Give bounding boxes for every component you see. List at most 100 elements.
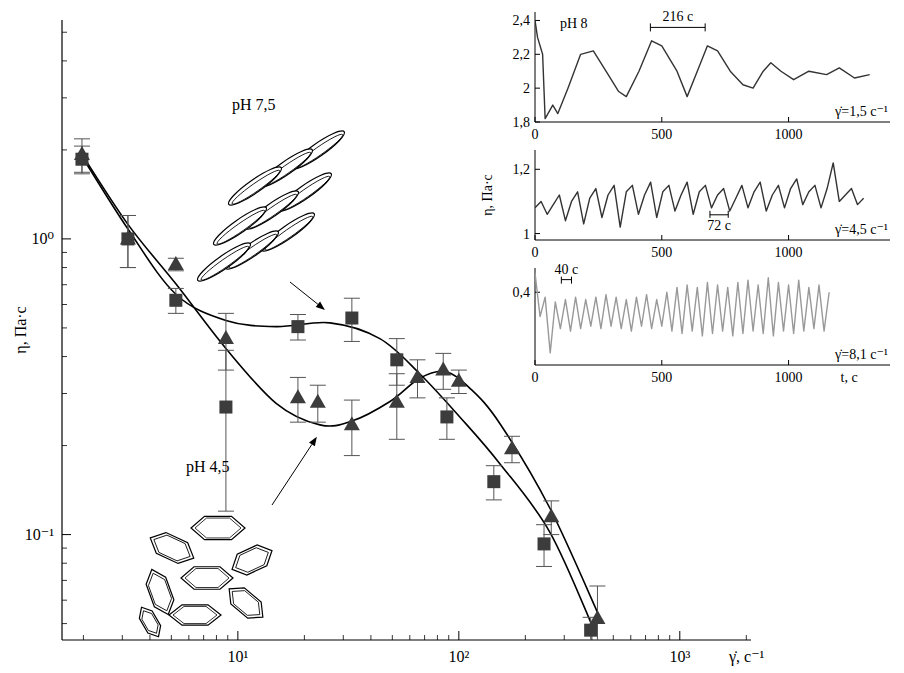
label-patch xyxy=(832,104,890,119)
x-minor-tick xyxy=(645,635,646,640)
x-minor-tick xyxy=(343,635,344,640)
x-tick-label: 0 xyxy=(532,370,539,385)
axes: 10¹10²10³10⁻¹10⁰γ̇, с⁻¹η, Па·с xyxy=(12,20,765,666)
x-tick-label: 10³ xyxy=(669,648,690,665)
error-bar xyxy=(451,370,467,393)
x-minor-tick xyxy=(171,635,172,640)
triangle-marker xyxy=(589,610,605,624)
x-tick-label: 0 xyxy=(532,245,539,260)
error-bar xyxy=(168,288,184,313)
triangle-marker xyxy=(218,330,234,344)
arrow-head xyxy=(316,302,325,310)
x-tick xyxy=(237,631,238,640)
x-minor-tick xyxy=(188,635,189,640)
y-tick-label: 10⁻¹ xyxy=(25,526,54,543)
error-bar xyxy=(439,398,455,439)
x-minor-tick xyxy=(658,635,659,640)
x-minor-tick xyxy=(424,635,425,640)
error-bar xyxy=(504,436,520,462)
hex-particle xyxy=(145,527,198,568)
error-bar xyxy=(409,360,425,398)
annotation: pH 8 xyxy=(560,16,588,31)
x-axis xyxy=(62,639,751,640)
y-axis xyxy=(535,150,536,240)
x-minor-tick xyxy=(149,635,150,640)
x-minor-tick xyxy=(392,635,393,640)
triangle-marker xyxy=(409,369,425,383)
y-minor-tick xyxy=(62,548,67,549)
x-axis xyxy=(535,122,890,123)
x-minor-tick xyxy=(564,635,565,640)
y-tick-label: 2 xyxy=(523,81,530,96)
hex-inner xyxy=(173,606,217,623)
y-axis-title: η, Па·с xyxy=(480,174,495,216)
y-tick-label: 1 xyxy=(523,227,530,242)
label-patch xyxy=(553,262,581,277)
square-marker xyxy=(169,294,182,307)
plot-data xyxy=(74,139,606,640)
y-tick xyxy=(535,54,540,55)
y-minor-tick xyxy=(62,284,67,285)
x-tick xyxy=(535,360,536,365)
triangle-marker xyxy=(435,362,451,376)
hex-inner xyxy=(232,544,273,576)
x-tick xyxy=(788,117,789,122)
square-marker xyxy=(219,401,232,414)
y-minor-tick xyxy=(62,149,67,150)
x-tick xyxy=(661,235,662,240)
error-bar xyxy=(290,377,306,422)
hex-inner xyxy=(145,570,175,614)
error-bar xyxy=(74,139,90,172)
x-minor-tick xyxy=(630,635,631,640)
y-minor-tick xyxy=(62,252,67,253)
x-tick-label: 500 xyxy=(651,127,672,142)
error-bar xyxy=(536,525,552,567)
y-tick-label: 1,8 xyxy=(513,115,531,130)
x-tick-label: 0 xyxy=(532,127,539,142)
error-bar xyxy=(120,215,136,267)
hex-particle xyxy=(135,604,165,641)
hex-inner xyxy=(185,568,229,587)
x-minor-tick xyxy=(304,635,305,640)
y-minor-tick xyxy=(62,563,67,564)
arrow-line xyxy=(290,282,318,304)
y-axis-title: η, Па·с xyxy=(12,306,30,353)
hex-inner xyxy=(227,585,266,621)
triangle-marker xyxy=(344,416,360,430)
x-tick-label: 1000 xyxy=(775,127,803,142)
error-bar xyxy=(344,298,360,341)
triangle-marker xyxy=(504,440,520,454)
y-minor-tick xyxy=(62,600,67,601)
inset-data xyxy=(535,163,864,227)
x-axis-title: t, с xyxy=(841,370,858,385)
inset-data xyxy=(535,273,829,353)
x-minor-tick xyxy=(409,635,410,640)
square-marker xyxy=(390,353,403,366)
y-minor-tick xyxy=(62,393,67,394)
x-tick-label: 10² xyxy=(448,648,469,665)
y-tick-label: 2,2 xyxy=(513,47,531,62)
error-bar xyxy=(435,353,451,389)
triangle-marker xyxy=(543,508,559,522)
y-tick-label: 1,2 xyxy=(513,162,531,177)
error-bar xyxy=(120,215,136,267)
x-minor-tick xyxy=(216,635,217,640)
lens-inner xyxy=(199,243,251,283)
y-tick-label: 2,4 xyxy=(513,13,531,28)
arrow-line xyxy=(272,444,312,505)
x-minor-tick xyxy=(613,635,614,640)
rate-label: γ̇=1,5 с⁻¹ xyxy=(834,104,888,119)
inset-data xyxy=(535,20,870,118)
error-bar xyxy=(543,501,559,535)
lens-outline xyxy=(194,238,254,285)
x-minor-tick xyxy=(437,635,438,640)
y-axis xyxy=(61,20,62,640)
square-marker xyxy=(291,320,304,333)
hex-particle xyxy=(191,516,245,539)
x-tick xyxy=(535,117,536,122)
triangle-marker xyxy=(290,389,306,403)
triangle-marker xyxy=(389,394,405,408)
y-minor-tick xyxy=(62,580,67,581)
square-marker xyxy=(345,312,358,325)
error-bar xyxy=(486,466,502,500)
